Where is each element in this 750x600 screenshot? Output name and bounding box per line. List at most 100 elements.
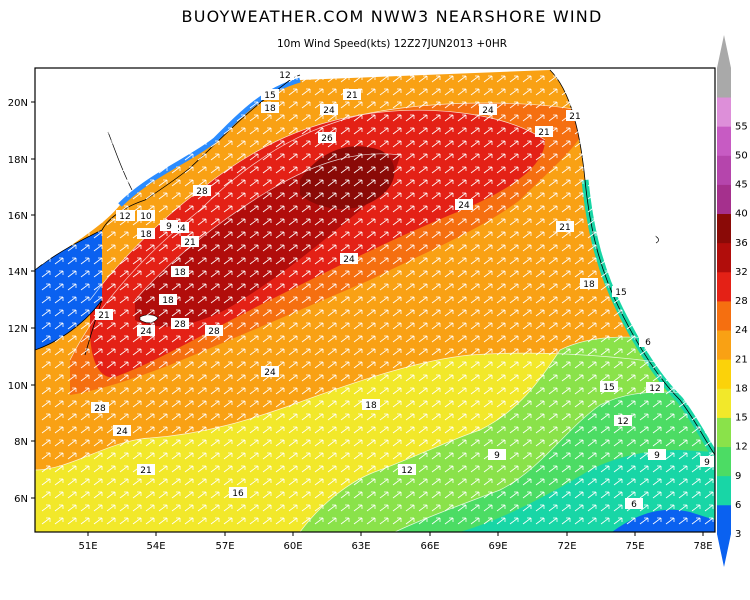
zone-3-kt <box>612 509 715 532</box>
wind-arrow <box>509 101 519 109</box>
wind-arrow <box>496 296 506 304</box>
wind-arrow <box>249 335 259 343</box>
wind-arrow <box>132 270 142 278</box>
wind-arrow <box>210 140 220 148</box>
wind-arrow <box>509 192 519 200</box>
wind-arrow <box>288 296 298 304</box>
lon-tick-label: 54E <box>146 541 165 552</box>
wind-arrow <box>262 283 272 291</box>
wind-arrow <box>652 179 662 187</box>
wind-arrow <box>496 309 506 317</box>
wind-arrow <box>483 153 493 161</box>
wind-arrow <box>210 244 220 252</box>
wind-arrow <box>41 114 51 122</box>
wind-arrow <box>392 127 402 135</box>
wind-arrow <box>587 309 597 317</box>
wind-arrow <box>405 88 415 96</box>
wind-arrow <box>301 296 311 304</box>
wind-arrow <box>444 88 454 96</box>
contour-label: 9 <box>700 456 714 468</box>
lon-tick-label: 72E <box>557 541 576 552</box>
wind-arrow <box>366 101 376 109</box>
wind-arrow <box>353 114 363 122</box>
wind-arrow <box>522 231 532 239</box>
svg-text:28: 28 <box>208 327 220 337</box>
wind-arrow <box>418 205 428 213</box>
wind-arrow <box>613 309 623 317</box>
wind-arrow <box>392 270 402 278</box>
wind-arrow <box>470 127 480 135</box>
contour-28 <box>134 153 401 301</box>
wind-arrow <box>366 127 376 135</box>
wind-arrow <box>392 257 402 265</box>
wind-arrow <box>509 166 519 174</box>
wind-arrow <box>574 153 584 161</box>
wind-arrow <box>327 348 337 356</box>
contour-label: 9 <box>488 449 506 461</box>
wind-arrow <box>639 244 649 252</box>
wind-arrow <box>366 335 376 343</box>
svg-text:18: 18 <box>140 230 152 240</box>
wind-arrow <box>522 140 532 148</box>
wind-arrow <box>223 75 233 83</box>
wind-arrow <box>249 205 259 213</box>
wind-arrow <box>366 166 376 174</box>
wind-arrow <box>327 88 337 96</box>
wind-arrow <box>80 205 90 213</box>
wind-arrow <box>184 114 194 122</box>
wind-arrow <box>496 179 506 187</box>
wind-arrow <box>158 244 168 252</box>
wind-arrow <box>392 309 402 317</box>
wind-arrow <box>184 361 194 369</box>
wind-arrow <box>561 192 571 200</box>
wind-arrow <box>548 361 558 369</box>
wind-arrow <box>405 322 415 330</box>
wind-arrow <box>574 348 584 356</box>
wind-arrow <box>691 283 701 291</box>
contour-label: 21 <box>535 126 553 138</box>
wind-arrow <box>314 257 324 265</box>
svg-text:12: 12 <box>119 212 130 222</box>
wind-arrow <box>444 244 454 252</box>
wind-arrow <box>496 361 506 369</box>
wind-arrow <box>171 153 181 161</box>
wind-arrow <box>379 205 389 213</box>
wind-arrow <box>678 296 688 304</box>
wind-arrow <box>93 270 103 278</box>
wind-arrow <box>67 179 77 187</box>
wind-arrow <box>665 348 675 356</box>
wind-arrow <box>145 88 155 96</box>
wind-arrow <box>535 166 545 174</box>
wind-arrow <box>54 283 64 291</box>
wind-arrow <box>41 335 51 343</box>
wind-arrow <box>561 88 571 96</box>
wind-arrow <box>496 75 506 83</box>
wind-arrow <box>561 244 571 252</box>
wind-arrow <box>613 75 623 83</box>
lon-tick-label: 78E <box>693 541 712 552</box>
colorbar-swatch <box>717 359 731 389</box>
wind-arrow <box>457 101 467 109</box>
wind-arrow <box>288 140 298 148</box>
wind-arrow <box>119 114 129 122</box>
wind-arrow <box>470 361 480 369</box>
wind-arrow <box>145 101 155 109</box>
wind-arrow <box>67 348 77 356</box>
wind-arrow <box>444 127 454 135</box>
wind-arrow <box>639 75 649 83</box>
wind-arrow <box>314 322 324 330</box>
wind-arrow <box>652 231 662 239</box>
wind-arrow <box>600 348 610 356</box>
wind-arrow <box>431 296 441 304</box>
wind-arrow <box>600 114 610 122</box>
wind-arrow <box>80 231 90 239</box>
wind-arrow <box>158 75 168 83</box>
svg-text:21: 21 <box>346 91 357 101</box>
wind-arrow <box>509 153 519 161</box>
wind-arrow <box>548 114 558 122</box>
wind-arrow <box>691 270 701 278</box>
wind-arrow <box>80 322 90 330</box>
wind-arrow <box>431 322 441 330</box>
